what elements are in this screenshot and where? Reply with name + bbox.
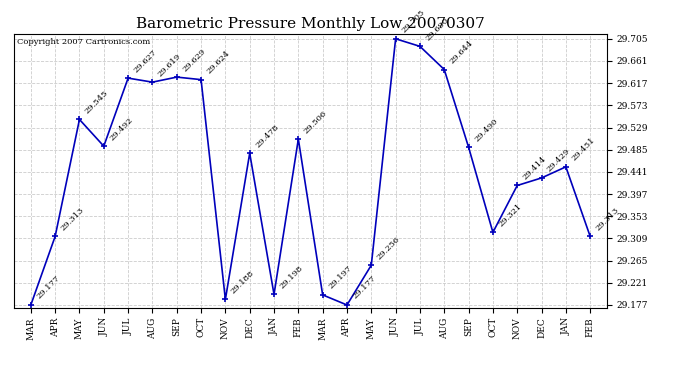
Text: 29.545: 29.545 bbox=[83, 89, 110, 115]
Text: 29.256: 29.256 bbox=[375, 235, 402, 261]
Text: 29.451: 29.451 bbox=[570, 136, 597, 163]
Text: 29.313: 29.313 bbox=[59, 206, 86, 232]
Text: 29.197: 29.197 bbox=[327, 264, 353, 291]
Text: 29.321: 29.321 bbox=[497, 202, 524, 228]
Text: 29.188: 29.188 bbox=[230, 269, 256, 295]
Text: 29.414: 29.414 bbox=[522, 155, 548, 182]
Text: 29.705: 29.705 bbox=[400, 8, 426, 34]
Text: Copyright 2007 Cartronics.com: Copyright 2007 Cartronics.com bbox=[17, 38, 150, 46]
Text: 29.624: 29.624 bbox=[205, 49, 232, 75]
Text: 29.619: 29.619 bbox=[157, 52, 183, 78]
Text: 29.313: 29.313 bbox=[594, 206, 621, 232]
Text: 29.629: 29.629 bbox=[181, 47, 207, 73]
Text: 29.478: 29.478 bbox=[254, 123, 280, 149]
Text: 29.690: 29.690 bbox=[424, 16, 451, 42]
Text: 29.177: 29.177 bbox=[351, 274, 377, 301]
Text: 29.506: 29.506 bbox=[302, 109, 328, 135]
Text: 29.198: 29.198 bbox=[278, 264, 304, 290]
Text: 29.177: 29.177 bbox=[35, 274, 61, 301]
Title: Barometric Pressure Monthly Low 20070307: Barometric Pressure Monthly Low 20070307 bbox=[136, 17, 485, 31]
Text: 29.490: 29.490 bbox=[473, 117, 499, 143]
Text: 29.492: 29.492 bbox=[108, 116, 135, 142]
Text: 29.429: 29.429 bbox=[546, 147, 572, 174]
Text: 29.644: 29.644 bbox=[448, 39, 475, 65]
Text: 29.627: 29.627 bbox=[132, 48, 159, 74]
